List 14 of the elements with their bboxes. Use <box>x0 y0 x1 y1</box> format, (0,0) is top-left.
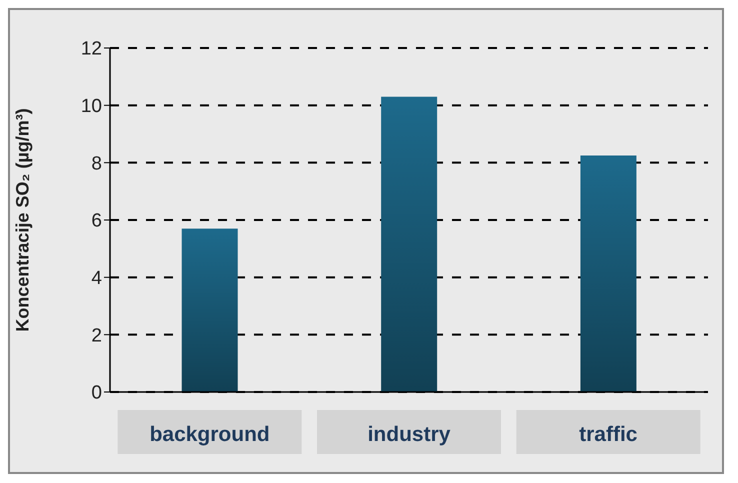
y-tick-label: 2 <box>91 325 102 346</box>
x-tick-label: background <box>150 423 270 446</box>
x-tick-label: traffic <box>579 423 638 446</box>
y-tick-label: 12 <box>80 38 102 60</box>
y-tick-label: 8 <box>91 153 102 174</box>
bar <box>182 228 238 392</box>
y-tick-label: 0 <box>91 382 102 404</box>
bar <box>381 96 438 392</box>
y-tick-label: 6 <box>91 210 102 232</box>
y-axis-title: Koncentracije SO₂ (µg/m³) <box>12 108 32 332</box>
y-tick-label: 4 <box>91 268 102 290</box>
y-tick-label: 10 <box>80 96 102 118</box>
x-tick-label: industry <box>368 423 451 446</box>
bar <box>580 156 636 392</box>
